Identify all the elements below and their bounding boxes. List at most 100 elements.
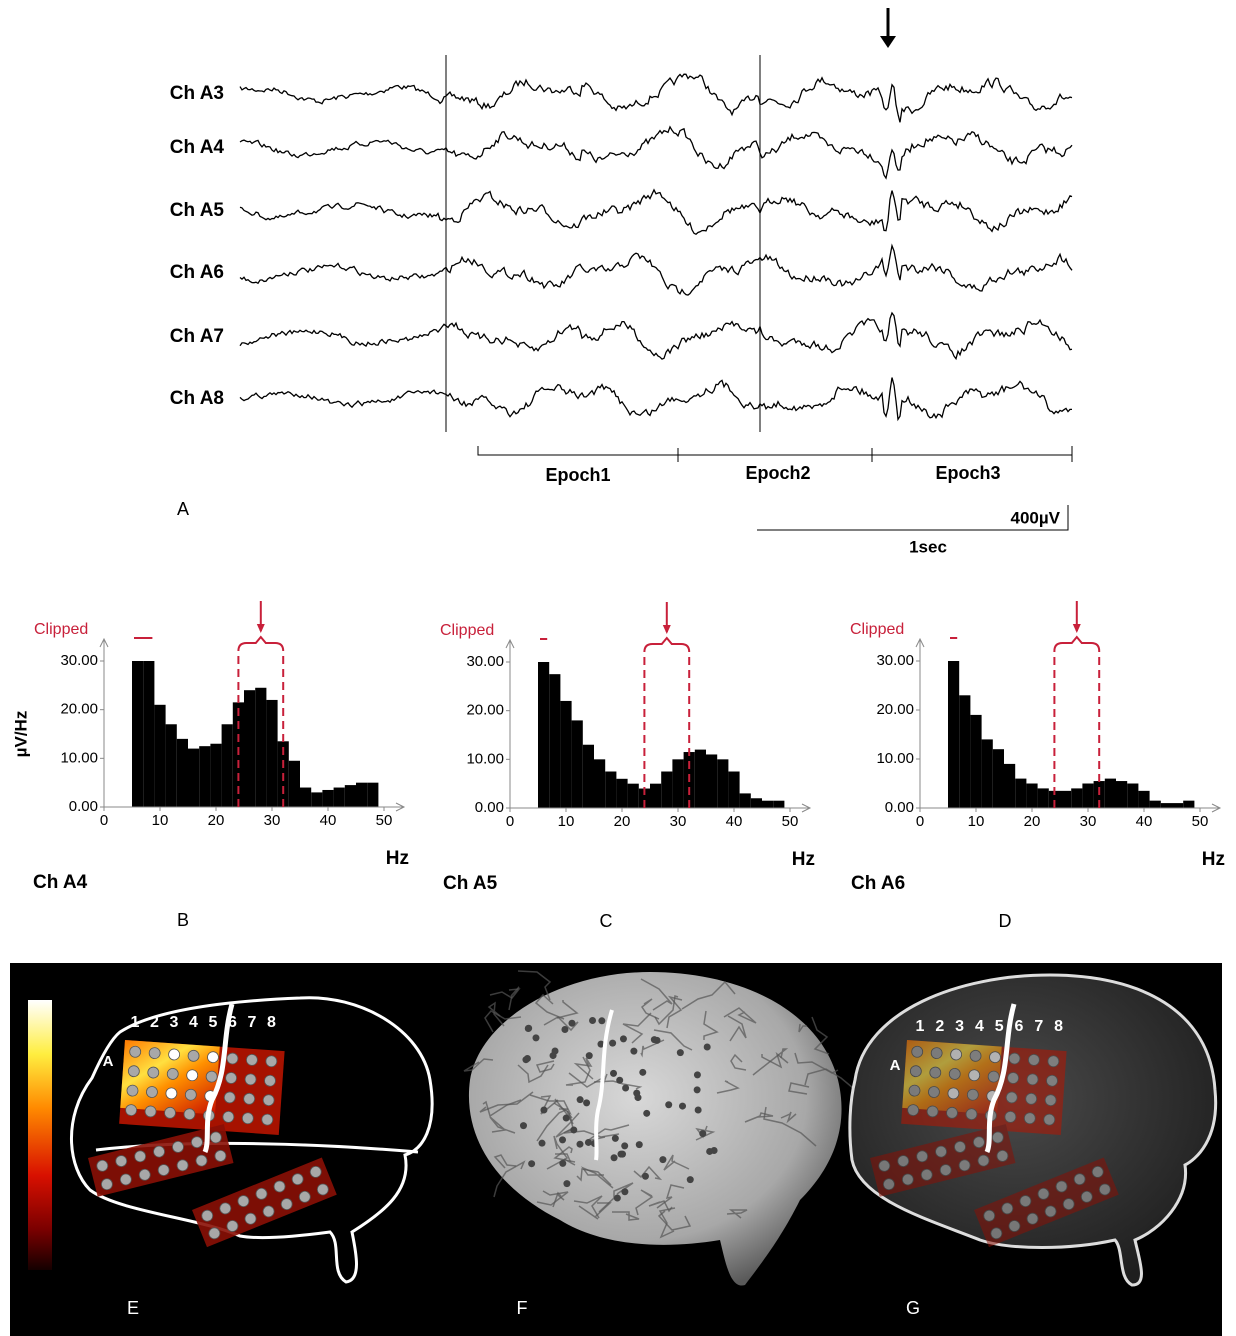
electrode (585, 1052, 593, 1060)
fold (554, 1098, 574, 1125)
axis-arrow (505, 638, 812, 813)
panel-label: F (517, 1298, 528, 1318)
fold (654, 995, 679, 1026)
bar (132, 661, 144, 807)
x-tick-label: 50 (782, 813, 799, 830)
band-brace (237, 635, 285, 652)
electrode (679, 1102, 687, 1110)
fold (553, 1146, 576, 1163)
bar (773, 800, 785, 808)
electrode (589, 1016, 597, 1024)
fold (580, 1166, 614, 1189)
fold (658, 1207, 676, 1239)
electrode (610, 1069, 618, 1077)
x-tick-label: 50 (376, 812, 393, 829)
bar (188, 748, 200, 807)
fold (536, 1108, 569, 1142)
fold (657, 1210, 692, 1231)
time-scale: 1sec (909, 537, 947, 556)
band-arrow-head (1072, 624, 1081, 633)
fold (555, 1153, 576, 1166)
y-tick-label: 10.00 (876, 750, 914, 767)
electrode (621, 1142, 629, 1150)
event-arrow-head (880, 36, 896, 48)
bar (210, 743, 222, 807)
y-tick-label: 30.00 (466, 653, 504, 670)
electrode (561, 1025, 569, 1033)
bar (1116, 781, 1128, 808)
electrode (598, 1017, 606, 1025)
electrode-column: 1 (131, 1014, 140, 1031)
fold (648, 1200, 673, 1213)
fold (552, 1191, 565, 1208)
electrode-column: 4 (189, 1014, 198, 1031)
epoch-label: Epoch2 (745, 463, 810, 483)
electrode (650, 1036, 658, 1044)
bar (661, 771, 673, 808)
channel-label: Ch A6 (170, 262, 224, 283)
bar (605, 771, 617, 808)
panel-label: E (127, 1298, 139, 1318)
electrode (621, 1188, 629, 1196)
bar (1082, 783, 1094, 808)
y-tick-label: 20.00 (60, 701, 98, 718)
fold (463, 1058, 494, 1072)
channel-label: Ch A5 (443, 873, 498, 894)
fold (727, 1015, 747, 1042)
y-tick-label: 10.00 (60, 749, 98, 766)
electrode (616, 1076, 624, 1084)
electrode-column: 5 (209, 1014, 218, 1031)
bar (582, 744, 594, 808)
channel-label: Ch A5 (170, 200, 225, 221)
bar (1026, 783, 1038, 808)
band-brace (1053, 635, 1101, 652)
eeg-trace (239, 125, 1073, 180)
bar (549, 674, 561, 808)
fold (493, 1160, 526, 1198)
electrode (583, 1099, 591, 1107)
electrode-column: 4 (975, 1018, 984, 1035)
bar (344, 785, 356, 807)
bar (176, 738, 188, 807)
bar (750, 798, 762, 808)
electrode (568, 1019, 576, 1027)
x-tick-label: 40 (320, 812, 337, 829)
electrode-column: 3 (955, 1018, 964, 1035)
y-tick-label: 10.00 (466, 750, 504, 767)
y-axis-label: µV/Hz (11, 711, 30, 758)
electrode (641, 1172, 649, 1180)
bar (728, 771, 740, 808)
color-bar (28, 1000, 52, 1270)
fold (517, 1064, 549, 1084)
electrode (659, 1156, 667, 1164)
fold (703, 1010, 719, 1040)
bar (992, 749, 1004, 808)
eeg-trace (239, 377, 1072, 422)
epoch-label: Epoch3 (935, 463, 1000, 483)
fold (794, 1052, 839, 1074)
y-tick-label: 30.00 (60, 652, 98, 669)
bar (1160, 803, 1172, 808)
bar (311, 792, 323, 807)
fold (482, 1099, 522, 1118)
fold (586, 1124, 630, 1142)
bar (1172, 803, 1184, 808)
electrode (643, 1109, 651, 1117)
bar (739, 793, 751, 808)
fold (666, 995, 683, 1029)
electrode (665, 1101, 673, 1109)
panel-label: D (999, 911, 1012, 931)
fold (612, 1211, 640, 1221)
bar (571, 720, 583, 808)
bar (244, 690, 256, 807)
fold (761, 1051, 789, 1069)
bar (1183, 800, 1195, 808)
fold (534, 993, 565, 1020)
electrode (562, 1114, 570, 1122)
fold (744, 1112, 774, 1123)
x-tick-label: 10 (152, 812, 169, 829)
bar (255, 687, 267, 807)
bar (1104, 778, 1116, 808)
axis-arrow (99, 637, 406, 812)
